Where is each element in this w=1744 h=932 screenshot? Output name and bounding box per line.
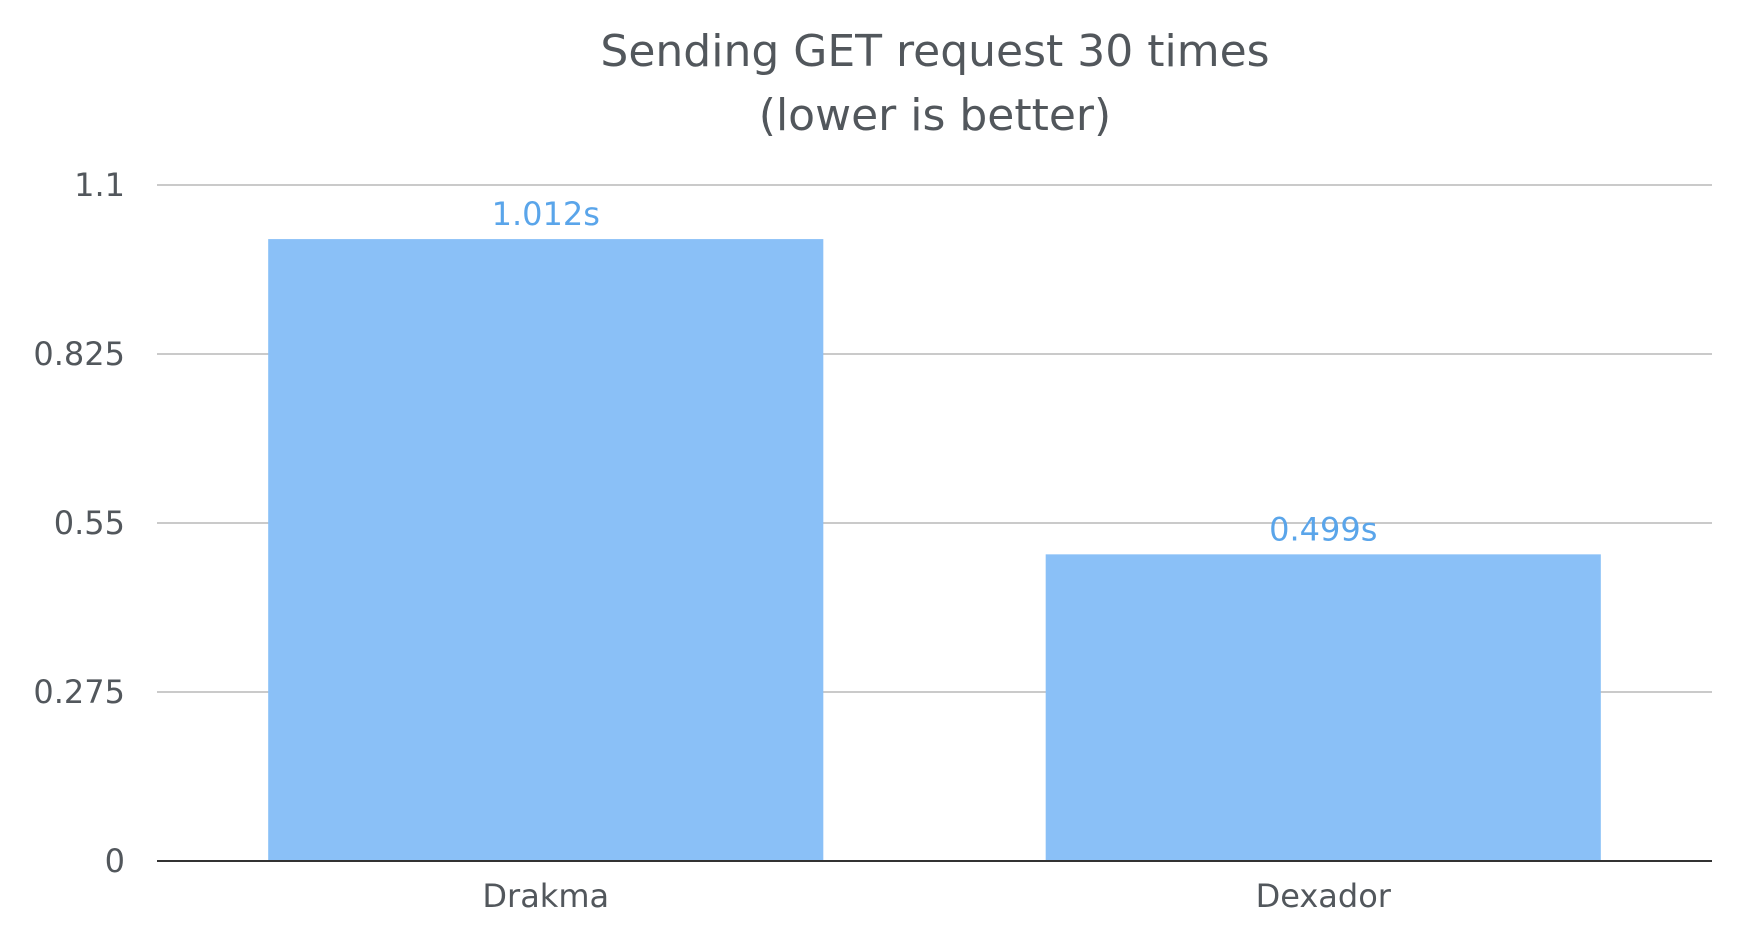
data-label: 0.499s — [1269, 510, 1377, 548]
data-labels: 1.012s 0.499s — [492, 195, 1378, 548]
chart-title-line-1: Sending GET request 30 times — [600, 26, 1269, 77]
y-axis-tick-labels: 0 0.275 0.55 0.825 1.1 — [33, 166, 125, 880]
y-tick-label: 0.825 — [33, 335, 125, 373]
x-axis-category-labels: Drakma Dexador — [482, 877, 1391, 915]
y-tick-label: 0 — [105, 842, 125, 880]
bars — [268, 239, 1601, 861]
y-tick-label: 0.55 — [54, 504, 125, 542]
data-label: 1.012s — [492, 195, 600, 233]
x-category-label: Drakma — [482, 877, 609, 915]
bar-dexador — [1045, 554, 1601, 861]
y-tick-label: 1.1 — [74, 166, 125, 204]
x-category-label: Dexador — [1256, 877, 1392, 915]
bar-drakma — [268, 239, 824, 861]
y-tick-label: 0.275 — [33, 673, 125, 711]
chart-title-line-2: (lower is better) — [759, 90, 1111, 141]
chart-title: Sending GET request 30 times (lower is b… — [600, 26, 1269, 141]
